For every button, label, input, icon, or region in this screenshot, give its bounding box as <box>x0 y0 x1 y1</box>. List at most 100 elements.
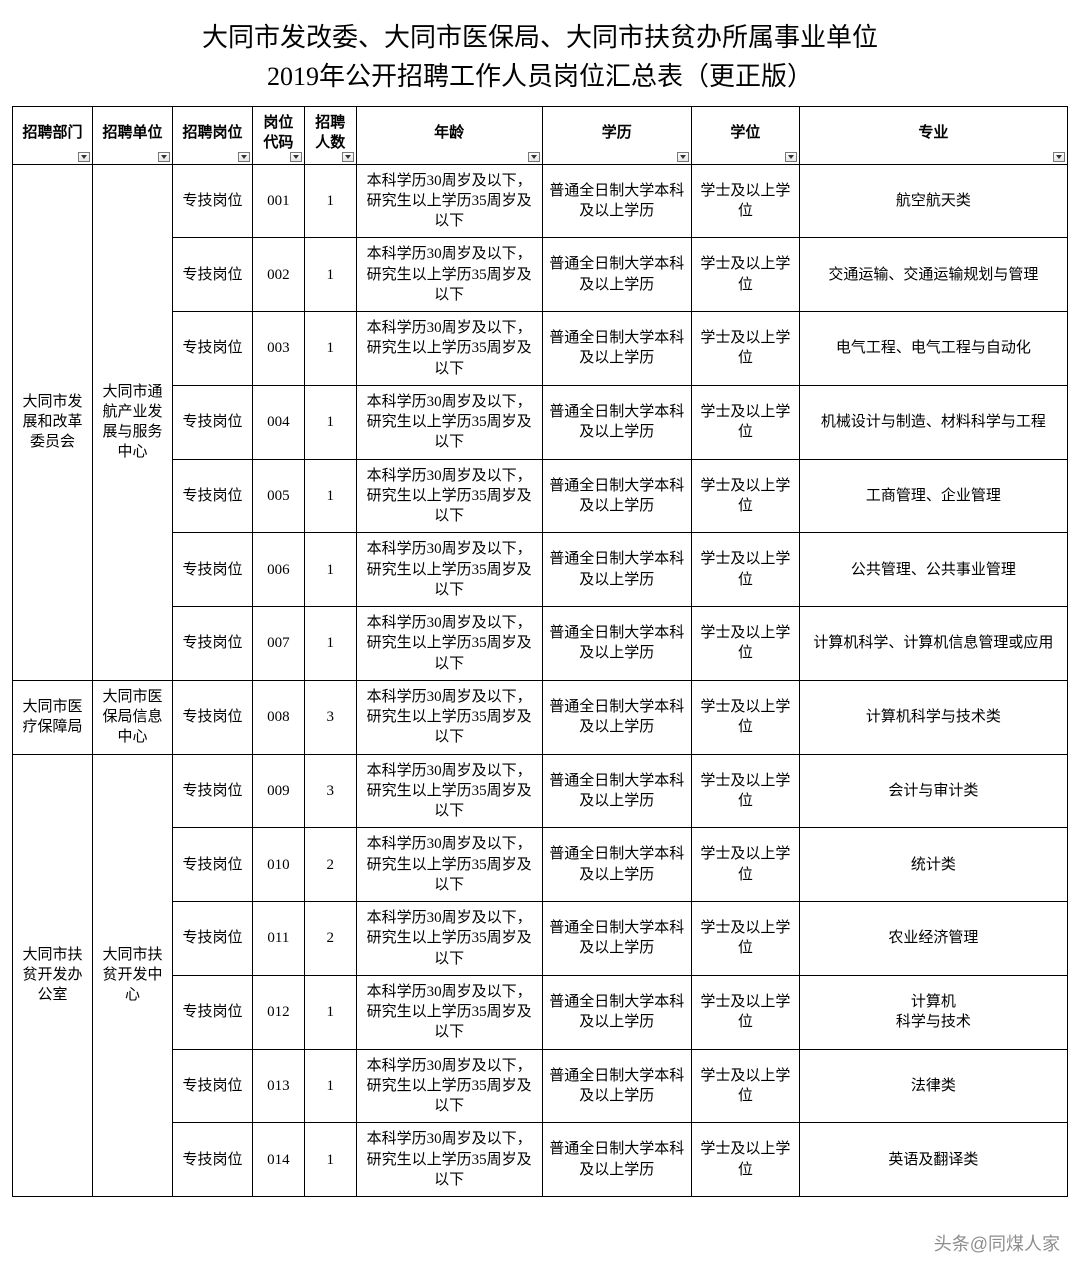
cell-dept: 大同市发展和改革委员会 <box>13 164 93 680</box>
cell-major: 英语及翻译类 <box>799 1123 1067 1197</box>
filter-icon[interactable] <box>342 152 354 162</box>
cell-count: 1 <box>304 459 356 533</box>
cell-major: 统计类 <box>799 828 1067 902</box>
filter-icon[interactable] <box>785 152 797 162</box>
cell-degree: 学士及以上学位 <box>691 459 799 533</box>
cell-post: 专技岗位 <box>172 459 252 533</box>
filter-icon[interactable] <box>238 152 250 162</box>
cell-degree: 学士及以上学位 <box>691 975 799 1049</box>
cell-age: 本科学历30周岁及以下，研究生以上学历35周岁及以下 <box>356 238 542 312</box>
col-header-label: 招聘人数 <box>315 115 345 151</box>
col-header-degree[interactable]: 学位 <box>691 107 799 165</box>
cell-major: 计算机科学、计算机信息管理或应用 <box>799 607 1067 681</box>
cell-age: 本科学历30周岁及以下，研究生以上学历35周岁及以下 <box>356 312 542 386</box>
cell-count: 1 <box>304 607 356 681</box>
cell-major: 计算机科学与技术 <box>799 975 1067 1049</box>
cell-count: 1 <box>304 385 356 459</box>
col-header-label: 岗位代码 <box>263 115 293 151</box>
cell-dept: 大同市医疗保障局 <box>13 680 93 754</box>
cell-code: 003 <box>252 312 304 386</box>
cell-age: 本科学历30周岁及以下，研究生以上学历35周岁及以下 <box>356 902 542 976</box>
col-header-edu[interactable]: 学历 <box>542 107 691 165</box>
cell-count: 1 <box>304 533 356 607</box>
cell-age: 本科学历30周岁及以下，研究生以上学历35周岁及以下 <box>356 1123 542 1197</box>
table-header-row: 招聘部门 招聘单位 招聘岗位 岗位代码 招聘人数 年龄 学历 学位 专业 <box>13 107 1068 165</box>
cell-age: 本科学历30周岁及以下，研究生以上学历35周岁及以下 <box>356 828 542 902</box>
filter-icon[interactable] <box>78 152 90 162</box>
cell-dept: 大同市扶贫开发办公室 <box>13 754 93 1197</box>
cell-code: 011 <box>252 902 304 976</box>
col-header-code[interactable]: 岗位代码 <box>252 107 304 165</box>
cell-degree: 学士及以上学位 <box>691 828 799 902</box>
recruitment-table: 招聘部门 招聘单位 招聘岗位 岗位代码 招聘人数 年龄 学历 学位 专业 大同市… <box>12 106 1068 1197</box>
cell-code: 009 <box>252 754 304 828</box>
cell-edu: 普通全日制大学本科及以上学历 <box>542 312 691 386</box>
col-header-label: 学位 <box>730 125 760 141</box>
cell-count: 1 <box>304 1049 356 1123</box>
col-header-count[interactable]: 招聘人数 <box>304 107 356 165</box>
cell-degree: 学士及以上学位 <box>691 680 799 754</box>
cell-degree: 学士及以上学位 <box>691 312 799 386</box>
cell-unit: 大同市通航产业发展与服务中心 <box>92 164 172 680</box>
cell-unit: 大同市扶贫开发中心 <box>92 754 172 1197</box>
cell-degree: 学士及以上学位 <box>691 164 799 238</box>
cell-code: 014 <box>252 1123 304 1197</box>
page-title: 大同市发改委、大同市医保局、大同市扶贫办所属事业单位 2019年公开招聘工作人员… <box>12 18 1068 96</box>
cell-degree: 学士及以上学位 <box>691 1123 799 1197</box>
filter-icon[interactable] <box>290 152 302 162</box>
cell-code: 008 <box>252 680 304 754</box>
cell-post: 专技岗位 <box>172 754 252 828</box>
cell-count: 2 <box>304 902 356 976</box>
cell-edu: 普通全日制大学本科及以上学历 <box>542 902 691 976</box>
col-header-post[interactable]: 招聘岗位 <box>172 107 252 165</box>
cell-degree: 学士及以上学位 <box>691 1049 799 1123</box>
col-header-label: 招聘岗位 <box>182 125 242 141</box>
cell-major: 会计与审计类 <box>799 754 1067 828</box>
cell-edu: 普通全日制大学本科及以上学历 <box>542 385 691 459</box>
cell-degree: 学士及以上学位 <box>691 533 799 607</box>
col-header-label: 招聘单位 <box>102 125 162 141</box>
cell-count: 1 <box>304 312 356 386</box>
col-header-label: 专业 <box>918 125 948 141</box>
cell-edu: 普通全日制大学本科及以上学历 <box>542 1123 691 1197</box>
filter-icon[interactable] <box>158 152 170 162</box>
cell-post: 专技岗位 <box>172 1123 252 1197</box>
col-header-label: 招聘部门 <box>22 125 82 141</box>
filter-icon[interactable] <box>1053 152 1065 162</box>
cell-edu: 普通全日制大学本科及以上学历 <box>542 459 691 533</box>
cell-edu: 普通全日制大学本科及以上学历 <box>542 680 691 754</box>
cell-age: 本科学历30周岁及以下，研究生以上学历35周岁及以下 <box>356 680 542 754</box>
cell-age: 本科学历30周岁及以下，研究生以上学历35周岁及以下 <box>356 607 542 681</box>
cell-age: 本科学历30周岁及以下，研究生以上学历35周岁及以下 <box>356 533 542 607</box>
cell-code: 002 <box>252 238 304 312</box>
cell-code: 004 <box>252 385 304 459</box>
filter-icon[interactable] <box>677 152 689 162</box>
cell-post: 专技岗位 <box>172 680 252 754</box>
col-header-label: 年龄 <box>434 125 464 141</box>
cell-age: 本科学历30周岁及以下，研究生以上学历35周岁及以下 <box>356 975 542 1049</box>
cell-major: 交通运输、交通运输规划与管理 <box>799 238 1067 312</box>
cell-major: 电气工程、电气工程与自动化 <box>799 312 1067 386</box>
col-header-dept[interactable]: 招聘部门 <box>13 107 93 165</box>
col-header-major[interactable]: 专业 <box>799 107 1067 165</box>
col-header-unit[interactable]: 招聘单位 <box>92 107 172 165</box>
cell-post: 专技岗位 <box>172 164 252 238</box>
cell-age: 本科学历30周岁及以下，研究生以上学历35周岁及以下 <box>356 164 542 238</box>
table-row: 大同市发展和改革委员会大同市通航产业发展与服务中心专技岗位0011本科学历30周… <box>13 164 1068 238</box>
cell-degree: 学士及以上学位 <box>691 607 799 681</box>
cell-code: 006 <box>252 533 304 607</box>
cell-code: 010 <box>252 828 304 902</box>
table-body: 大同市发展和改革委员会大同市通航产业发展与服务中心专技岗位0011本科学历30周… <box>13 164 1068 1197</box>
cell-post: 专技岗位 <box>172 312 252 386</box>
cell-count: 1 <box>304 164 356 238</box>
col-header-age[interactable]: 年龄 <box>356 107 542 165</box>
cell-edu: 普通全日制大学本科及以上学历 <box>542 828 691 902</box>
cell-post: 专技岗位 <box>172 975 252 1049</box>
cell-age: 本科学历30周岁及以下，研究生以上学历35周岁及以下 <box>356 459 542 533</box>
cell-major: 农业经济管理 <box>799 902 1067 976</box>
cell-edu: 普通全日制大学本科及以上学历 <box>542 1049 691 1123</box>
cell-age: 本科学历30周岁及以下，研究生以上学历35周岁及以下 <box>356 385 542 459</box>
filter-icon[interactable] <box>528 152 540 162</box>
cell-count: 1 <box>304 1123 356 1197</box>
cell-major: 工商管理、企业管理 <box>799 459 1067 533</box>
